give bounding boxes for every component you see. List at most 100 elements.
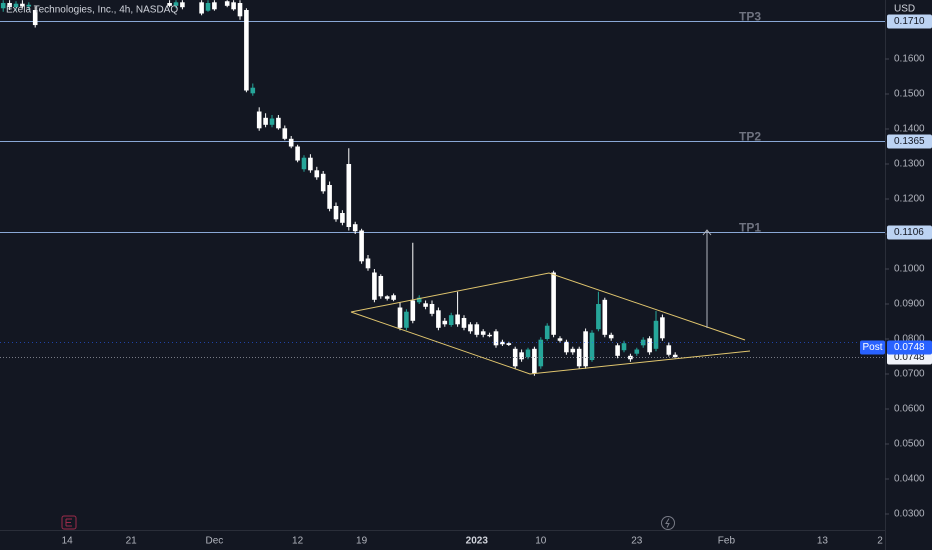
lower-trendline (350, 311, 751, 375)
price-badge-label: 0.1106 (894, 227, 924, 238)
last-price-label: 0.0748 (894, 352, 925, 363)
candle-body (448, 315, 454, 326)
candle-body (346, 164, 352, 228)
candle-body (20, 3, 25, 7)
candle-body (647, 338, 652, 353)
earnings-icon-box[interactable] (61, 515, 77, 530)
candle-body (314, 170, 320, 178)
y-tick-label: 0.1300 (894, 159, 925, 170)
candle-body (474, 324, 480, 335)
candle-body (224, 1, 230, 6)
candle-body (596, 304, 601, 330)
candle-body (480, 331, 486, 335)
candle-body (525, 349, 531, 358)
price-badge-label: 0.1365 (894, 136, 925, 147)
candle-body (397, 307, 403, 328)
candle-body (455, 314, 460, 325)
currency: USD (894, 4, 915, 15)
candle-body (583, 331, 588, 367)
y-tick-label: 0.1400 (894, 124, 925, 135)
dividends-icon[interactable] (661, 516, 675, 530)
lightning-circle[interactable] (661, 516, 675, 530)
x-tick-label: 12 (292, 536, 304, 547)
target-name: TP2 (739, 130, 761, 144)
candle-body (333, 206, 339, 220)
candle-body (250, 87, 256, 94)
candle-body (269, 118, 275, 125)
y-tick-label: 0.0900 (894, 299, 925, 310)
pattern-drawing (350, 272, 751, 375)
candle-body (13, 3, 19, 8)
candle-body (416, 297, 422, 303)
candle-body (180, 2, 185, 8)
candle-body (429, 304, 435, 314)
post-badge-label: Post (862, 342, 882, 353)
y-tick-label: 0.0500 (894, 439, 925, 450)
y-tick-label: 0.0300 (894, 509, 925, 520)
candle-body (391, 295, 396, 300)
events-icon[interactable] (61, 515, 77, 530)
candle-body (372, 272, 377, 300)
candle-body (666, 345, 672, 355)
candle-body (282, 128, 288, 139)
y-tick-label: 0.0600 (894, 404, 925, 415)
candle-body (237, 3, 243, 17)
candle-body (621, 343, 627, 351)
candle-body (26, 4, 32, 7)
candle-body (167, 3, 172, 6)
upper-trendline (350, 272, 746, 341)
candle-body (660, 317, 665, 339)
candle-body (365, 258, 371, 269)
chart-title: Exela Technologies, Inc., 4h, NASDAQ (6, 5, 178, 16)
candle-body (359, 230, 364, 262)
price-badge-label: 0.1710 (894, 16, 925, 27)
candle-body (544, 325, 550, 340)
candle-body (538, 339, 544, 367)
y-tick-label: 0.0700 (894, 369, 925, 380)
candle-body (512, 348, 518, 367)
candle-body (634, 349, 640, 354)
candle-body (615, 345, 620, 356)
candle-body (173, 2, 179, 6)
x-tick-label: 14 (62, 536, 74, 547)
candle-body (301, 157, 307, 170)
y-tick-label: 0.1500 (894, 89, 925, 100)
candle-body (608, 334, 614, 339)
candle-body (672, 354, 678, 358)
x-tick-label: 2023 (466, 536, 489, 547)
x-tick-label: 23 (631, 536, 643, 547)
price-badge (887, 14, 932, 29)
candle-body (602, 299, 608, 335)
candle-body (205, 3, 211, 11)
post-price-badge (887, 340, 932, 355)
candle-body (653, 320, 659, 349)
candle-body (263, 117, 268, 125)
candle-body (468, 324, 473, 332)
candle-body (532, 348, 537, 374)
candle-body (410, 300, 416, 321)
candle-body (0, 3, 6, 9)
candle-body (340, 213, 345, 223)
candle-body (461, 318, 467, 328)
candle-body (256, 111, 262, 129)
target-arrow (702, 229, 712, 328)
lightning-glyph (665, 518, 670, 528)
y-tick-label: 0.1600 (894, 54, 925, 65)
x-tick-label: 21 (126, 536, 138, 547)
candle-body (564, 341, 569, 353)
target-name: TP1 (739, 221, 761, 235)
candle-body (493, 331, 499, 346)
x-tick-label: Dec (206, 536, 224, 547)
x-tick-label: 13 (817, 536, 829, 547)
candle-body (288, 138, 294, 147)
candle-body (320, 173, 326, 192)
candle-body (557, 338, 563, 341)
candle-body (519, 352, 524, 360)
candle-body (378, 276, 384, 297)
y-tick-label: 0.0400 (894, 474, 925, 485)
post-price-label: 0.0748 (894, 342, 925, 353)
candle-body (244, 10, 249, 91)
